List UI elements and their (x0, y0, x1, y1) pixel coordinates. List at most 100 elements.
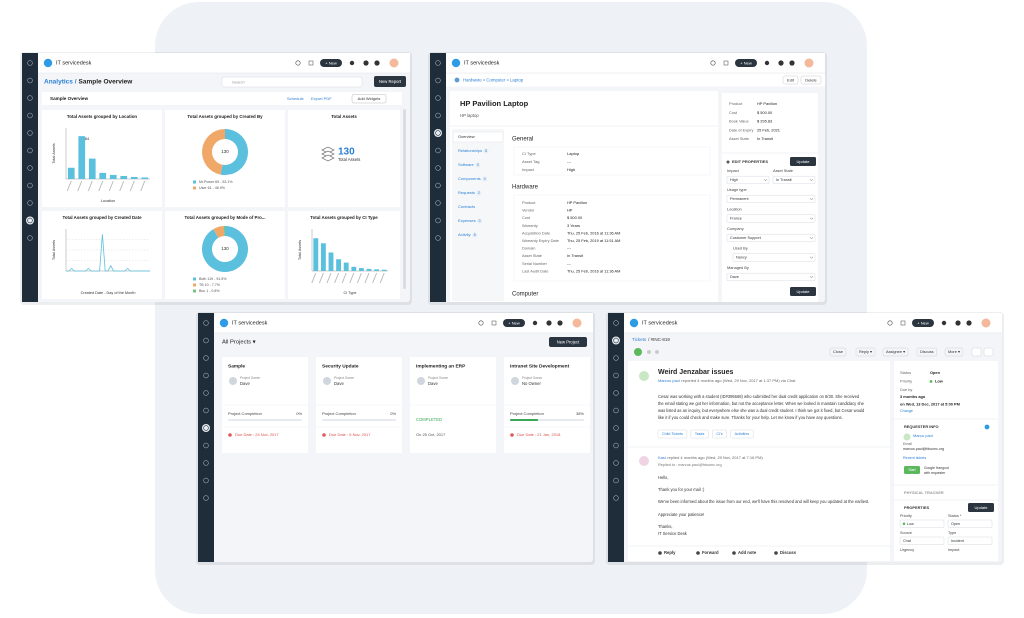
toolbar-button[interactable] (916, 347, 937, 357)
footer-action[interactable]: Discuss (780, 550, 797, 555)
sidebar-icon-active (434, 129, 442, 137)
new-button[interactable] (735, 59, 757, 67)
toolbar-button-label[interactable]: Close (833, 349, 843, 354)
tab[interactable] (712, 429, 727, 439)
legend-swatch (193, 283, 196, 287)
add-widgets-button[interactable] (351, 94, 387, 104)
bar (313, 238, 319, 271)
tab-label[interactable]: Tasks (695, 432, 705, 436)
new-button[interactable] (503, 319, 525, 327)
sidebar-icon (435, 112, 441, 119)
next-button[interactable] (983, 347, 994, 357)
field-label: Company (727, 226, 744, 231)
new-report-button[interactable] (374, 76, 406, 87)
select-box[interactable] (726, 272, 816, 282)
delete-button[interactable] (800, 75, 822, 85)
toolbar-button-label[interactable]: Discuss (920, 349, 934, 354)
tab[interactable] (730, 429, 754, 439)
update-button[interactable] (790, 157, 816, 166)
logo (43, 58, 53, 68)
export-link[interactable]: Export PDF (311, 96, 332, 101)
toolbar-button-label[interactable]: Assignee ▾ (886, 349, 905, 354)
nav-item[interactable]: Components (458, 176, 481, 181)
tab-label[interactable]: Activities (735, 432, 750, 436)
tab[interactable] (657, 429, 688, 439)
header (38, 53, 410, 73)
nav-item[interactable]: Software (458, 162, 475, 167)
toolbar-button[interactable] (829, 347, 847, 357)
y-axis-label: Total Assets (298, 240, 302, 260)
toolbar-button[interactable] (944, 347, 964, 357)
update-button[interactable] (790, 287, 816, 296)
category-label-placeholder (77, 180, 83, 192)
requester-name[interactable]: Marcu paul (913, 433, 933, 438)
reporter-name[interactable]: Marcus paul (658, 378, 680, 383)
footer-action[interactable]: Reply (664, 550, 676, 555)
schedule-link[interactable]: Schedule (287, 96, 304, 101)
select-box[interactable] (947, 519, 993, 528)
action-icon (658, 551, 662, 555)
nav-item[interactable]: Requests (458, 190, 475, 195)
caret (809, 217, 814, 220)
toolbar-button[interactable] (882, 347, 909, 357)
select-box[interactable] (947, 536, 993, 545)
side-nav (452, 129, 504, 301)
field-label: Impact (727, 168, 740, 173)
footer-action[interactable]: Forward (702, 550, 719, 555)
project-name: Security Update (322, 363, 359, 369)
toolbar-button[interactable] (855, 347, 876, 357)
tab-label[interactable]: CI's (716, 432, 722, 436)
field-value: $ 500.00 (757, 110, 773, 115)
new-project-button[interactable] (549, 337, 587, 347)
select-value: Permanent (730, 197, 750, 201)
field-label: Asset State (522, 253, 542, 258)
update-button[interactable] (968, 503, 994, 512)
select-box[interactable] (726, 175, 770, 185)
page-title[interactable]: All Projects ▾ (222, 340, 256, 346)
select-box[interactable] (726, 194, 816, 204)
reply-body-line: Thanks, (658, 524, 673, 529)
nav-item[interactable]: Relationships (458, 148, 482, 153)
nav-item[interactable]: Expenses (458, 218, 476, 223)
select-box[interactable] (726, 233, 816, 243)
nav-item[interactable]: Contracts (458, 204, 475, 209)
nav-item[interactable]: Activity (458, 232, 471, 237)
toolbar-button-label[interactable]: More ▾ (948, 349, 960, 354)
pie-center-label: 130 (221, 246, 229, 251)
hangout-button[interactable] (904, 466, 920, 474)
completion-label: Project Completion (322, 411, 356, 416)
sidebar (608, 313, 624, 562)
kpi-label: Total Assets (338, 157, 360, 162)
select-value: In Transit (776, 178, 793, 182)
tab[interactable] (690, 429, 709, 439)
bar (320, 243, 326, 271)
select-box[interactable] (772, 175, 816, 185)
due-detail: on Wed, 13 Dec, 2017 at 5:00 PM (900, 402, 960, 407)
breadcrumb[interactable]: Tickets (632, 337, 647, 342)
new-button[interactable] (320, 59, 342, 67)
owner-label: Project Owner (428, 376, 449, 380)
prev-button[interactable] (971, 347, 982, 357)
field-label: Serial Number (522, 261, 548, 266)
nav-item[interactable]: Overview (458, 134, 475, 139)
new-button[interactable] (912, 319, 934, 327)
edit-button[interactable] (782, 75, 799, 85)
select-box[interactable] (899, 536, 945, 545)
tab-label[interactable]: Child Tickets (662, 432, 683, 436)
search-box[interactable] (221, 76, 363, 88)
new-button-label: + New (508, 320, 520, 325)
footer-action[interactable]: Add note (738, 550, 757, 555)
nav-count-badge (476, 190, 482, 196)
change-link[interactable]: Change (900, 409, 913, 413)
toolbar-button-label[interactable]: Reply ▾ (859, 349, 872, 354)
replier-avatar (639, 456, 649, 466)
select-box[interactable] (899, 519, 945, 528)
nav-active (452, 131, 504, 143)
category-label-placeholder (364, 272, 370, 284)
requester-avatar (903, 433, 911, 441)
recent-tickets-link[interactable]: Recent tickets (903, 456, 926, 460)
help-icon (363, 60, 369, 66)
select-box[interactable] (726, 214, 816, 223)
select-box[interactable] (732, 253, 816, 262)
legend-swatch (193, 180, 196, 184)
